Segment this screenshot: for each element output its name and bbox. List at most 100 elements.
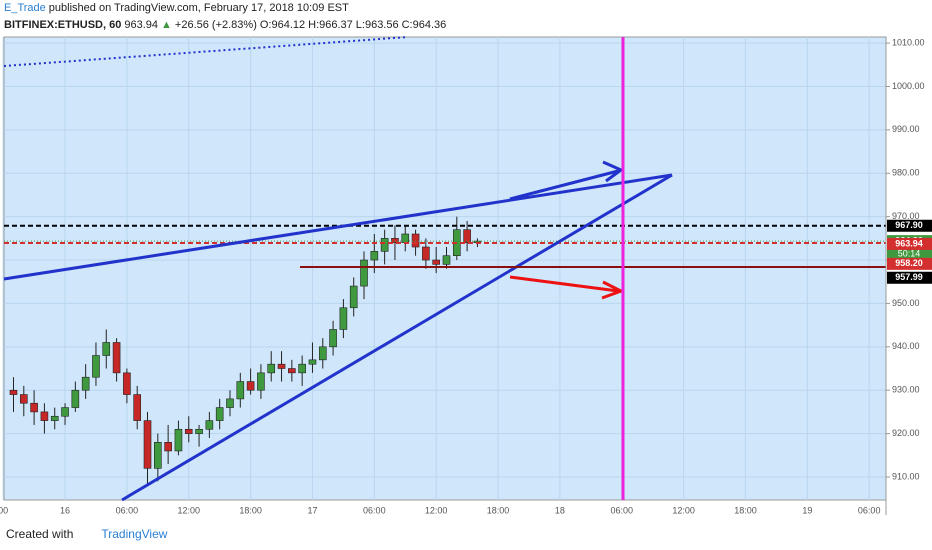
- symbol: BITFINEX:ETHUSD, 60: [4, 19, 122, 31]
- candle-body: [339, 307, 348, 330]
- y-tick-label: 910.00: [892, 471, 920, 481]
- candle-body: [360, 259, 368, 287]
- countdown: 50:14: [898, 248, 921, 258]
- candle-body: [318, 346, 327, 361]
- x-tick-label: 12:00: [672, 505, 695, 515]
- candle-body: [112, 342, 121, 374]
- header: E_Trade published on TradingView.com, Feb…: [4, 0, 449, 34]
- price-label-box: [887, 237, 932, 250]
- candle-body: [401, 233, 410, 243]
- candle-body: [195, 428, 203, 434]
- candle-body: [463, 229, 471, 243]
- x-tick-label: 16: [60, 505, 70, 515]
- candle-body: [71, 389, 80, 408]
- y-tick-label: 940.00: [892, 341, 920, 351]
- price-label: 967.90: [895, 220, 923, 230]
- x-tick-label: 18:00: [734, 505, 757, 515]
- candle-body: [442, 255, 451, 265]
- x-tick-label: 18: [555, 505, 565, 515]
- arrow-head: [602, 160, 624, 183]
- x-tick-label: 19: [802, 505, 812, 515]
- candle-body: [236, 381, 245, 400]
- countdown-box: [887, 248, 932, 261]
- candle-body: [432, 259, 440, 265]
- candle-body: [329, 329, 337, 348]
- footer: Created with TradingView: [6, 527, 167, 541]
- candle-body: [267, 363, 276, 374]
- candle-body: [411, 233, 420, 248]
- candle-body: [226, 398, 234, 408]
- y-tick-label: 990.00: [892, 124, 920, 134]
- x-tick-label: 17: [307, 505, 317, 515]
- candle-body: [30, 402, 38, 413]
- ohlc: O:964.12: [259, 19, 306, 31]
- candle-body: [9, 389, 18, 395]
- price-label-box: [887, 271, 932, 284]
- published: published on TradingView.com, February 1…: [48, 2, 349, 14]
- candle-body: [298, 363, 306, 374]
- brand[interactable]: TradingView: [101, 527, 168, 541]
- candle-body: [102, 342, 111, 356]
- y-tick-label: 920.00: [892, 428, 920, 438]
- candle-body: [133, 394, 142, 421]
- x-tick-label: 12:00: [425, 505, 448, 515]
- candle-body: [184, 428, 193, 434]
- x-tick-label: 18:00: [239, 505, 262, 515]
- trend-line: [121, 173, 673, 502]
- candle-body: [92, 355, 100, 378]
- candle-body: [288, 368, 296, 374]
- candle-body: [19, 394, 28, 404]
- candle-body: [308, 359, 317, 365]
- y-tick-label: 970.00: [892, 211, 920, 221]
- candle-body: [391, 238, 399, 243]
- candle-body: [50, 415, 59, 421]
- x-tick-label: 06:00: [363, 505, 386, 515]
- x-tick-label: 00: [0, 505, 8, 515]
- candle-body: [154, 441, 162, 469]
- chart: 910.00920.00930.00940.00950.00960.00970.…: [0, 36, 932, 515]
- candle-body: [174, 428, 183, 452]
- price-label-box: [887, 219, 932, 232]
- candle-body: [61, 407, 69, 417]
- arrow: [509, 275, 619, 293]
- candle-body: [277, 363, 286, 369]
- author[interactable]: E_Trade: [4, 2, 46, 14]
- price-label-box: [887, 257, 932, 270]
- candle-body: [246, 381, 255, 391]
- plot-area: [3, 36, 887, 501]
- y-tick-label: 1010.00: [892, 37, 925, 47]
- y-tick-label: 1000.00: [892, 81, 925, 91]
- candle-body: [380, 238, 389, 252]
- arrow: [509, 169, 619, 201]
- x-tick-label: 06:00: [116, 505, 139, 515]
- x-tick-label: 12:00: [177, 505, 200, 515]
- candle-body: [164, 441, 172, 452]
- candle-body: [123, 372, 131, 395]
- ohlc: H:966.37: [308, 19, 353, 31]
- x-tick-label: 06:00: [858, 505, 881, 515]
- candle-body: [257, 372, 265, 391]
- y-tick-label: 950.00: [892, 298, 920, 308]
- x-tick-label: 06:00: [610, 505, 633, 515]
- candle-body: [349, 285, 358, 309]
- candle-body: [81, 376, 90, 391]
- last: 963.94: [124, 19, 159, 31]
- ohlc: L:963.56: [355, 19, 399, 31]
- change: +26.56 (+2.83%): [174, 19, 257, 31]
- price-label: 963.94: [895, 238, 923, 248]
- y-tick-label: 980.00: [892, 168, 920, 178]
- created: Created with: [6, 527, 74, 541]
- candle-body: [205, 420, 214, 430]
- x-tick-label: 18:00: [487, 505, 510, 515]
- candle-body: [40, 411, 49, 421]
- price-label: 958.20: [895, 258, 923, 268]
- candle-body: [370, 251, 379, 261]
- candle-body: [143, 420, 152, 469]
- arrow-head: [601, 280, 625, 300]
- price-label: 957.99: [895, 272, 923, 282]
- candle-body: [422, 246, 430, 261]
- trend-line: [3, 173, 673, 281]
- arrow: ▲: [161, 19, 172, 31]
- y-tick-label: 930.00: [892, 385, 920, 395]
